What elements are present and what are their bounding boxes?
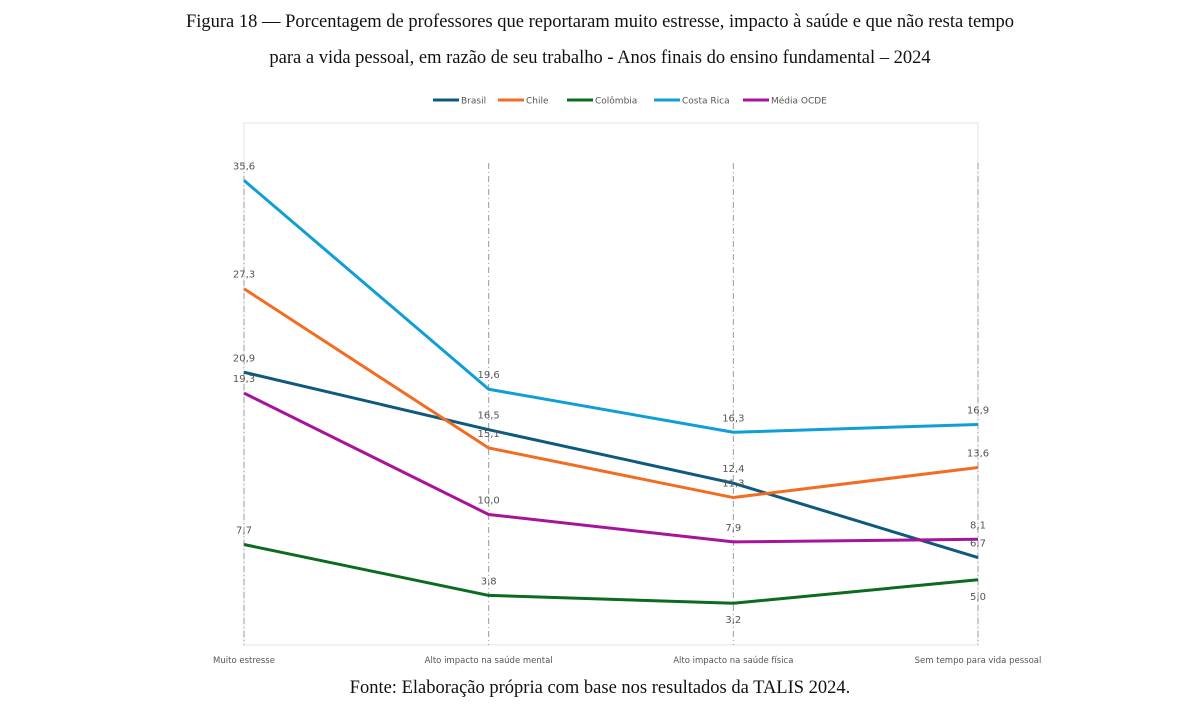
data-label: 12,4 bbox=[722, 464, 744, 475]
series-line-colômbia bbox=[243, 543, 979, 605]
legend-label: Chile bbox=[526, 97, 549, 107]
legend-item: Costa Rica bbox=[654, 97, 730, 107]
legend-label: Brasil bbox=[461, 97, 486, 107]
legend: Brasil Chile Colômbia Costa Rica Média OCDE bbox=[433, 96, 827, 107]
data-labels: 20,9 16,5 12,4 6,7 27,3 15,1 11,3 13,6 7,7 3,8 3,2… bbox=[233, 161, 989, 626]
category-guides bbox=[243, 163, 979, 645]
x-tick-label: Muito estresse bbox=[213, 656, 275, 666]
figure-title-line-2: para a vida pessoal, em razão de seu tra… bbox=[269, 48, 931, 68]
data-label: 10,0 bbox=[478, 496, 500, 507]
data-label: 16,3 bbox=[722, 413, 744, 424]
legend-label: Costa Rica bbox=[682, 97, 730, 107]
data-label: 27,3 bbox=[233, 270, 255, 281]
series-lines bbox=[243, 179, 979, 605]
figure-title-line-1: Figura 18 — Porcentagem de professores q… bbox=[185, 12, 1015, 32]
x-tick-label: Alto impacto na saúde física bbox=[673, 656, 793, 666]
series-line-costa-rica bbox=[243, 179, 979, 434]
data-label: 16,5 bbox=[478, 411, 500, 422]
data-label: 13,6 bbox=[967, 449, 989, 460]
legend-label: Média OCDE bbox=[771, 96, 827, 107]
figure-source: Fonte: Elaboração própria com base nos r… bbox=[349, 678, 851, 698]
data-label: 15,1 bbox=[478, 429, 500, 440]
data-label: 3,8 bbox=[481, 576, 497, 587]
data-label: 19,6 bbox=[478, 370, 500, 381]
legend-item: Colômbia bbox=[567, 96, 637, 107]
data-label: 7,9 bbox=[725, 523, 741, 534]
data-label: 11,3 bbox=[722, 479, 744, 490]
x-tick-label: Alto impacto na saúde mental bbox=[425, 656, 553, 666]
data-label: 5,0 bbox=[970, 592, 986, 603]
data-label: 7,7 bbox=[236, 526, 252, 537]
x-tick-label: Sem tempo para vida pessoal bbox=[915, 656, 1042, 666]
data-label: 19,3 bbox=[233, 374, 255, 385]
data-label: 35,6 bbox=[233, 161, 255, 172]
legend-item: Brasil bbox=[433, 97, 486, 107]
x-axis-labels: Muito estresse Alto impacto na saúde ment… bbox=[213, 656, 1041, 666]
series-line-média-ocde bbox=[243, 391, 979, 544]
series-line-brasil bbox=[243, 370, 979, 560]
data-label: 8,1 bbox=[970, 520, 986, 531]
legend-label: Colômbia bbox=[595, 96, 637, 107]
legend-item: Média OCDE bbox=[743, 96, 827, 107]
data-label: 20,9 bbox=[233, 353, 255, 364]
series-line-chile bbox=[243, 287, 979, 500]
data-label: 6,7 bbox=[970, 539, 986, 550]
data-label: 3,2 bbox=[725, 615, 741, 626]
data-label: 16,9 bbox=[967, 405, 989, 416]
legend-item: Chile bbox=[498, 97, 549, 107]
